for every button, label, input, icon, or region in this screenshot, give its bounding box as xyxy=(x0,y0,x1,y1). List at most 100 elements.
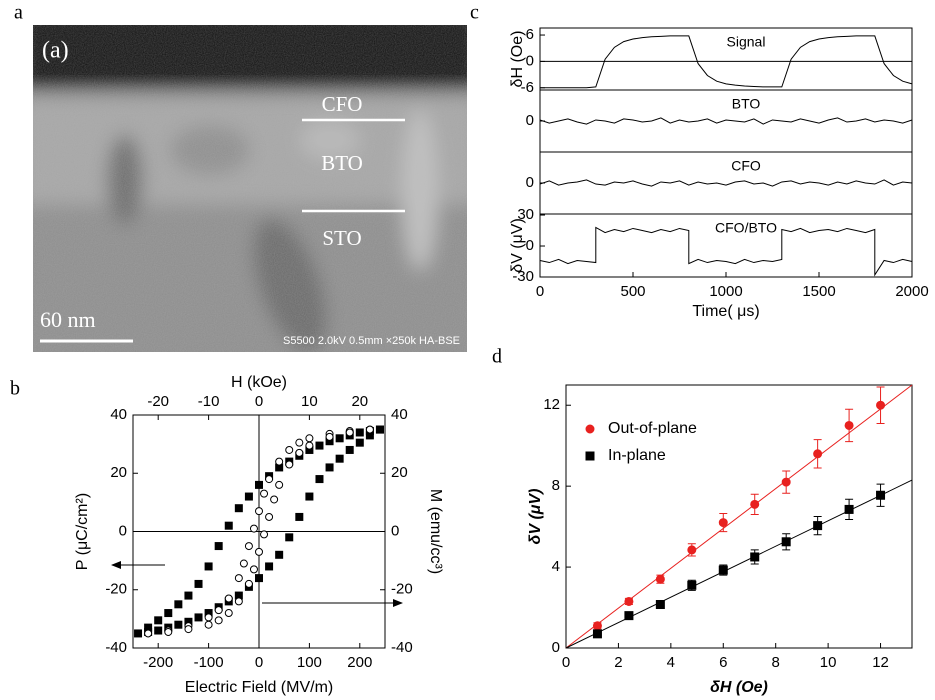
y-tick-label: 6 xyxy=(526,26,534,43)
marker xyxy=(624,596,634,606)
marker xyxy=(781,477,791,487)
marker xyxy=(244,542,253,551)
marker xyxy=(249,565,258,574)
marker xyxy=(305,441,314,450)
trace-line xyxy=(539,179,913,187)
y2-axis-label: M (emu/cc³) xyxy=(427,489,444,574)
marker xyxy=(239,559,248,568)
marker xyxy=(154,626,163,635)
marker xyxy=(265,512,274,521)
y-tick-label: 0 xyxy=(526,237,534,254)
panel-letter: c xyxy=(470,2,479,24)
marker xyxy=(174,600,183,609)
y-tick-label: -40 xyxy=(105,639,127,656)
marker xyxy=(275,480,284,489)
marker xyxy=(345,445,354,454)
marker xyxy=(184,625,193,634)
x-tick-label: 2000 xyxy=(895,283,928,300)
marker xyxy=(375,425,384,434)
marker xyxy=(844,504,854,514)
x-tick-label: 12 xyxy=(872,654,889,671)
marker xyxy=(285,533,294,542)
scale-label: 60 nm xyxy=(40,307,96,332)
marker xyxy=(204,620,213,629)
fit-line xyxy=(565,384,913,649)
marker xyxy=(876,400,886,410)
marker xyxy=(144,629,153,638)
marker xyxy=(255,547,263,556)
marker xyxy=(285,460,294,469)
marker xyxy=(265,475,274,484)
x-tick-label: -100 xyxy=(194,654,224,671)
trace-label: Signal xyxy=(727,34,766,50)
marker xyxy=(335,434,344,443)
y-tick-label: -20 xyxy=(105,581,127,598)
instrument-footer: S5500 2.0kV 0.5mm ×250k HA-BSE xyxy=(283,335,460,347)
marker xyxy=(781,537,791,547)
marker xyxy=(345,428,354,437)
x-tick-label: 8 xyxy=(772,654,780,671)
marker xyxy=(255,507,263,516)
y2-tick-label: 40 xyxy=(391,406,408,423)
marker xyxy=(224,521,233,530)
marker xyxy=(592,629,602,639)
x2-axis-label: H (kOe) xyxy=(231,374,287,391)
marker xyxy=(718,565,728,575)
x-tick-label: 6 xyxy=(719,654,727,671)
marker xyxy=(174,620,183,629)
x-axis-label: δH (Oe) xyxy=(710,679,768,696)
marker xyxy=(234,504,243,513)
marker xyxy=(260,489,269,498)
marker xyxy=(305,434,314,443)
marker xyxy=(164,627,173,636)
marker xyxy=(355,428,364,437)
x-tick-label: 0 xyxy=(255,654,263,671)
micrograph xyxy=(33,25,467,352)
y2-tick-label: -20 xyxy=(391,581,413,598)
trace-label: CFO/BTO xyxy=(715,220,777,236)
x-tick-label: 2 xyxy=(614,654,622,671)
y-tick-label: 12 xyxy=(543,396,560,413)
marker xyxy=(214,606,223,615)
x-tick-label: 0 xyxy=(562,654,570,671)
trace-line xyxy=(539,117,913,125)
y-tick-label: 8 xyxy=(552,477,560,494)
y2-tick-label: 20 xyxy=(391,464,408,481)
marker xyxy=(315,441,324,450)
marker xyxy=(234,597,243,606)
marker xyxy=(194,613,203,622)
plot-frame xyxy=(565,384,913,649)
x2-tick-label: 20 xyxy=(351,393,368,410)
noise-overlay xyxy=(33,25,467,352)
marker xyxy=(154,616,163,625)
x-tick-label: 200 xyxy=(347,654,372,671)
y-tick-label: 4 xyxy=(552,558,560,575)
trace-label: CFO xyxy=(731,158,761,174)
marker xyxy=(365,425,374,434)
marker xyxy=(355,438,364,447)
panel-letter: b xyxy=(10,378,20,400)
y2-tick-label: -40 xyxy=(391,639,413,656)
x2-tick-label: -10 xyxy=(198,393,220,410)
marker xyxy=(718,518,728,528)
layer-label: CFO xyxy=(322,92,363,116)
marker xyxy=(844,420,854,430)
x-tick-label: 100 xyxy=(297,654,322,671)
inset-label: (a) xyxy=(42,38,69,64)
trace-line xyxy=(539,226,913,277)
marker xyxy=(244,492,253,501)
marker xyxy=(592,621,602,631)
legend-label: Out-of-plane xyxy=(608,420,697,437)
marker xyxy=(224,609,233,618)
marker xyxy=(194,579,203,588)
marker xyxy=(750,552,760,562)
marker xyxy=(204,562,213,571)
marker xyxy=(813,521,823,531)
marker xyxy=(325,432,334,441)
x2-tick-label: -20 xyxy=(147,393,169,410)
marker xyxy=(255,480,263,489)
y-tick-label: 0 xyxy=(526,112,534,129)
marker xyxy=(295,448,304,457)
